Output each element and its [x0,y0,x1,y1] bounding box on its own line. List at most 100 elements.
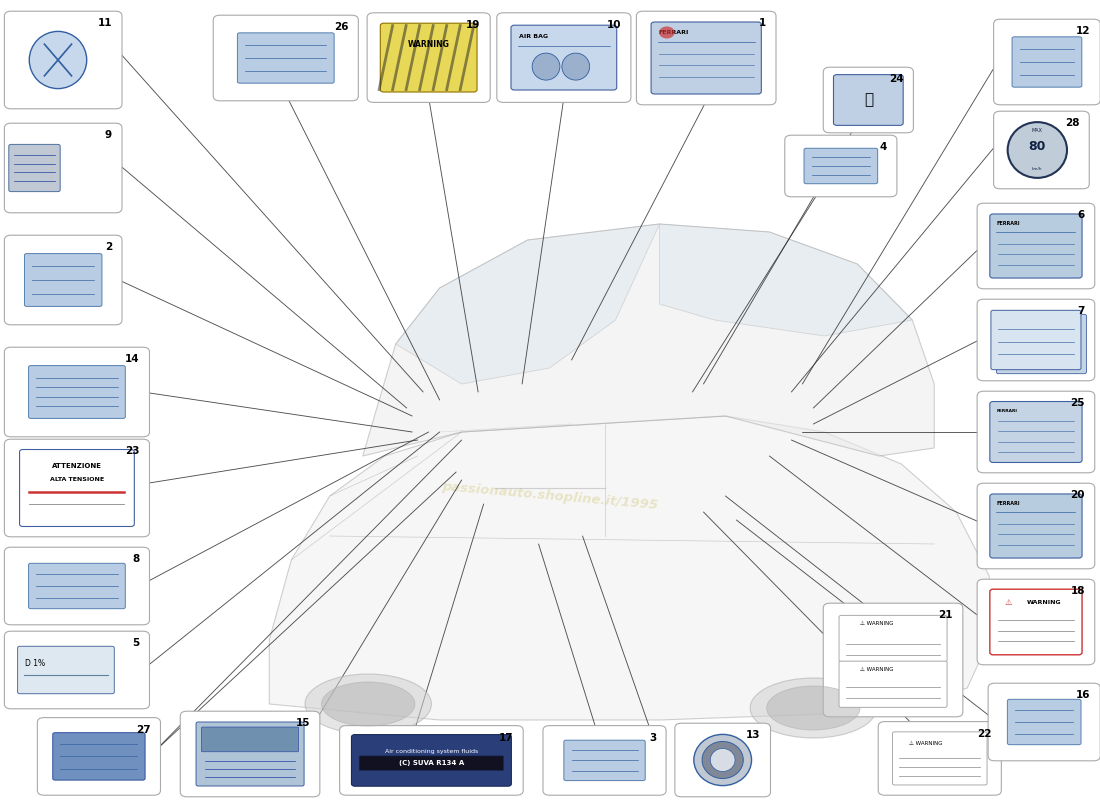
Text: 8: 8 [132,554,140,565]
Text: 21: 21 [938,610,953,621]
Text: 22: 22 [977,729,991,739]
Ellipse shape [750,678,877,738]
FancyBboxPatch shape [201,727,298,752]
Text: 27: 27 [136,725,151,734]
Text: WARNING: WARNING [408,40,450,50]
Ellipse shape [321,682,415,726]
FancyBboxPatch shape [839,615,947,662]
Text: D 1%: D 1% [25,659,45,668]
FancyBboxPatch shape [352,734,512,786]
Text: FERRARI: FERRARI [997,221,1020,226]
Text: ALTA TENSIONE: ALTA TENSIONE [50,477,104,482]
Text: FERRARI: FERRARI [997,501,1020,506]
FancyBboxPatch shape [24,254,102,306]
FancyBboxPatch shape [18,646,114,694]
FancyBboxPatch shape [675,723,770,797]
Ellipse shape [562,53,590,80]
Text: 16: 16 [1076,690,1090,701]
FancyBboxPatch shape [238,33,334,83]
FancyBboxPatch shape [784,135,896,197]
FancyBboxPatch shape [823,67,913,133]
Text: 18: 18 [1070,586,1085,596]
FancyBboxPatch shape [543,726,667,795]
FancyBboxPatch shape [381,23,477,92]
FancyBboxPatch shape [993,19,1100,105]
FancyBboxPatch shape [4,11,122,109]
FancyBboxPatch shape [651,22,761,94]
Text: 10: 10 [606,20,621,30]
FancyBboxPatch shape [637,11,776,105]
Text: 9: 9 [104,130,112,141]
FancyBboxPatch shape [804,148,878,184]
Text: 26: 26 [334,22,349,32]
FancyBboxPatch shape [1008,699,1081,745]
Text: 20: 20 [1070,490,1085,501]
Polygon shape [396,224,660,384]
FancyBboxPatch shape [990,214,1082,278]
FancyBboxPatch shape [997,314,1087,374]
Ellipse shape [1008,122,1067,178]
Text: ⚠ WARNING: ⚠ WARNING [909,741,943,746]
Text: ATTENZIONE: ATTENZIONE [52,463,102,470]
FancyBboxPatch shape [990,589,1082,654]
FancyBboxPatch shape [892,732,987,785]
FancyBboxPatch shape [180,711,320,797]
FancyBboxPatch shape [9,144,60,191]
Text: 23: 23 [125,446,140,456]
Text: WARNING: WARNING [1027,600,1062,605]
FancyBboxPatch shape [977,391,1094,473]
FancyBboxPatch shape [196,722,304,786]
FancyBboxPatch shape [977,483,1094,569]
Text: ⛽: ⛽ [864,93,873,107]
FancyBboxPatch shape [340,726,524,795]
Ellipse shape [659,26,674,38]
Text: 13: 13 [746,730,760,741]
FancyBboxPatch shape [991,310,1081,370]
FancyBboxPatch shape [993,111,1089,189]
Text: 4: 4 [880,142,887,153]
FancyBboxPatch shape [367,13,491,102]
Text: 5: 5 [132,638,140,648]
Text: FERRARI: FERRARI [659,30,689,35]
Text: MAX: MAX [1032,129,1043,134]
Text: FERRARI: FERRARI [997,409,1018,413]
FancyBboxPatch shape [512,25,617,90]
Ellipse shape [694,734,751,786]
FancyBboxPatch shape [990,402,1082,462]
FancyBboxPatch shape [1012,37,1081,87]
Text: 25: 25 [1070,398,1085,408]
Text: 3: 3 [649,733,657,742]
FancyBboxPatch shape [839,661,947,707]
Text: 19: 19 [466,20,481,30]
FancyBboxPatch shape [213,15,359,101]
Text: 7: 7 [1078,306,1085,316]
Text: 6: 6 [1078,210,1085,220]
Polygon shape [270,416,989,720]
FancyBboxPatch shape [4,547,150,625]
FancyBboxPatch shape [37,718,161,795]
Text: ⚠ WARNING: ⚠ WARNING [860,621,893,626]
Polygon shape [363,224,934,456]
Text: ⚠ WARNING: ⚠ WARNING [860,666,893,672]
FancyBboxPatch shape [53,733,145,780]
FancyBboxPatch shape [977,579,1094,665]
Text: (C) SUVA R134 A: (C) SUVA R134 A [399,760,464,766]
FancyBboxPatch shape [497,13,631,102]
FancyBboxPatch shape [359,756,504,770]
FancyBboxPatch shape [20,450,134,526]
Text: 17: 17 [498,733,514,742]
FancyBboxPatch shape [4,123,122,213]
Ellipse shape [305,674,431,734]
Ellipse shape [30,31,87,89]
Ellipse shape [702,742,744,778]
Ellipse shape [767,686,860,730]
Text: AIR BAG: AIR BAG [519,34,548,39]
FancyBboxPatch shape [988,683,1100,761]
Text: 2: 2 [104,242,112,253]
Text: 28: 28 [1065,118,1079,128]
FancyBboxPatch shape [878,722,1001,795]
Text: 24: 24 [889,74,903,85]
Text: 80: 80 [1028,140,1046,153]
Text: 15: 15 [296,718,310,728]
Polygon shape [660,224,912,336]
